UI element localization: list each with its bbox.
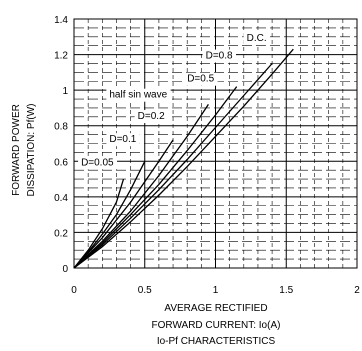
- curve-label-background: [78, 156, 118, 170]
- series-line-d-0-05: [73, 178, 125, 269]
- curve-label: D=0.2: [138, 111, 165, 122]
- y-axis-label-line-2: DISSIPATION: Pf(W): [26, 104, 37, 197]
- x-tick-label: 0.5: [138, 285, 152, 296]
- series-line-d-0-8: [73, 63, 273, 269]
- x-axis-label-line-1: AVERAGE RECTIFIED: [164, 303, 267, 314]
- y-tick-label: 0.4: [54, 193, 68, 204]
- x-tick-label: 2: [354, 285, 360, 296]
- y-tick-label: 0.6: [54, 157, 68, 168]
- curve-labels: D=0.05 D=0.1 D=0.2 half sin wave D=0.5 D=0.8 D…: [78, 31, 270, 170]
- axes: [73, 18, 358, 269]
- y-tick-label: 1.2: [54, 51, 68, 62]
- tick-labels: 0 0.5 1 1.5 2 0 0.2 0.4 0.6 0.8 1 1.2 1.4: [54, 15, 360, 296]
- curve-label-background: [134, 110, 169, 124]
- curve-label: D=0.1: [109, 134, 136, 145]
- series-line-d-c-: [73, 48, 294, 269]
- series-line-d-0-2: [73, 139, 174, 269]
- curve-label: half sin wave: [109, 90, 167, 101]
- y-tick-label: 0.8: [54, 122, 68, 133]
- curve-label: D=0.8: [206, 51, 233, 62]
- curve-label-group: D=0.5: [184, 72, 218, 86]
- curve-label-background: [184, 72, 218, 86]
- x-tick-label: 1.5: [279, 285, 293, 296]
- x-tick-label: 1: [213, 285, 219, 296]
- curve-label: D=0.05: [81, 157, 114, 168]
- curve-label-group: D=0.1: [106, 133, 140, 147]
- chart-title: Io-Pf CHARACTERISTICS: [157, 336, 276, 347]
- series-line-d-0-5: [73, 86, 238, 269]
- series-lines: [73, 48, 294, 269]
- y-tick-label: 0.2: [54, 228, 68, 239]
- curve-label: D=0.5: [187, 74, 214, 85]
- y-tick-label: 1.4: [54, 15, 68, 26]
- curve-label-group: D.C.: [243, 31, 270, 45]
- curve-label-background: [202, 49, 236, 63]
- curve-label-background: [106, 133, 140, 147]
- axis-titles: FORWARD POWER DISSIPATION: Pf(W) AVERAGE…: [11, 104, 280, 347]
- curve-label-background: [243, 31, 270, 45]
- plot-frame: [73, 18, 358, 269]
- series-line-half-sin-wave: [73, 104, 209, 269]
- y-tick-label: 1: [62, 86, 68, 97]
- curve-label-group: D=0.2: [134, 110, 169, 124]
- curve-label-group: half sin wave: [106, 88, 171, 102]
- curve-label-background: [106, 88, 171, 102]
- y-tick-label: 0: [62, 264, 68, 275]
- x-tick-label: 0: [71, 285, 77, 296]
- curve-label-group: D=0.8: [202, 49, 236, 63]
- curve-label-group: D=0.05: [78, 156, 118, 170]
- curve-label: D.C.: [247, 33, 267, 44]
- y-axis-label-line-1: FORWARD POWER: [11, 104, 22, 196]
- x-axis-label-line-2: FORWARD CURRENT: Io(A): [152, 320, 281, 331]
